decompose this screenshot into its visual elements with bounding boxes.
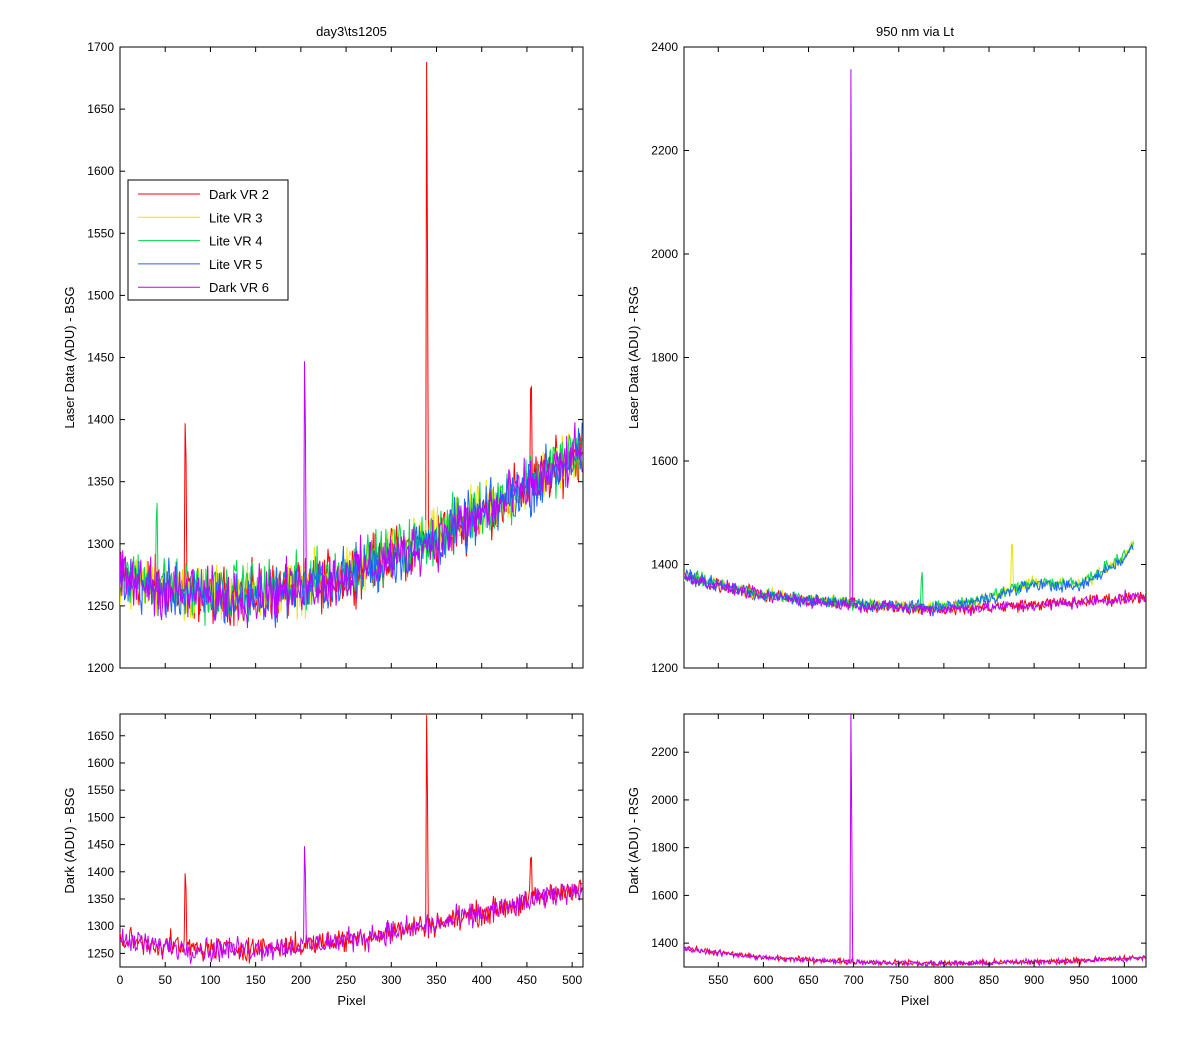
x-tick-label: 100 <box>200 973 220 987</box>
x-tick-label: 500 <box>562 973 582 987</box>
x-tick-label: 200 <box>291 973 311 987</box>
series-line <box>120 361 583 629</box>
y-tick-label: 1300 <box>87 919 114 933</box>
y-tick-label: 1800 <box>651 351 678 365</box>
y-tick-label: 1600 <box>651 888 678 902</box>
legend-entry: Dark VR 6 <box>209 280 269 295</box>
x-tick-label: 350 <box>426 973 446 987</box>
y-axis-label: Laser Data (ADU) - BSG <box>62 286 77 428</box>
x-tick-label: 400 <box>472 973 492 987</box>
chart-top-left: 1200 1250 1300 1350 1400 1450 1500 1550 1600 1650… <box>62 24 584 675</box>
y-tick-label: 1200 <box>87 661 114 675</box>
plot-area <box>119 713 584 968</box>
x-tick-label: 1000 <box>1111 973 1138 987</box>
y-axis-label: Dark (ADU) - BSG <box>62 787 77 893</box>
y-tick-label: 1600 <box>87 164 114 178</box>
chart-title: 950 nm via Lt <box>876 24 954 39</box>
x-tick-label: 600 <box>753 973 773 987</box>
y-axis-label: Laser Data (ADU) - RSG <box>626 286 641 429</box>
chart-top-right: 1200 1400 1600 1800 2000 2200 2400 950 nm via L… <box>626 24 1147 675</box>
y-tick-label: 1350 <box>87 475 114 489</box>
y-tick-label: 1700 <box>87 40 114 54</box>
y-tick-label: 1400 <box>87 413 114 427</box>
y-tick-label: 1800 <box>651 841 678 855</box>
series-line <box>684 714 1146 967</box>
y-tick-label: 1400 <box>651 936 678 950</box>
legend-box <box>127 179 289 301</box>
plot-area <box>683 713 1147 968</box>
y-tick-label: 2400 <box>651 40 678 54</box>
y-tick-label: 1500 <box>87 288 114 302</box>
x-tick-label: 0 <box>117 973 124 987</box>
y-tick-label: 1600 <box>87 756 114 770</box>
y-tick-label: 1250 <box>87 599 114 613</box>
y-tick-label: 1400 <box>651 558 678 572</box>
series-line <box>120 715 583 964</box>
y-tick-label: 1550 <box>87 783 114 797</box>
y-tick-label: 2000 <box>651 793 678 807</box>
x-tick-label: 50 <box>159 973 173 987</box>
y-tick-label: 1200 <box>651 661 678 675</box>
x-tick-label: 150 <box>246 973 266 987</box>
x-tick-label: 850 <box>979 973 999 987</box>
y-tick-label: 2200 <box>651 745 678 759</box>
y-tick-label: 1650 <box>87 102 114 116</box>
y-tick-label: 1250 <box>87 946 114 960</box>
x-tick-label: 800 <box>934 973 954 987</box>
y-tick-label: 2200 <box>651 144 678 158</box>
x-tick-label: 650 <box>799 973 819 987</box>
x-tick-label: 700 <box>844 973 864 987</box>
y-tick-label: 1450 <box>87 351 114 365</box>
legend-entry: Lite VR 5 <box>209 257 262 272</box>
chart-bottom-left: 1250 1300 1350 1400 1450 1500 1550 1600 1650 0 50 1… <box>62 713 584 1008</box>
y-tick-label: 1600 <box>651 454 678 468</box>
x-axis-label: Pixel <box>337 993 365 1008</box>
x-axis-label: Pixel <box>901 993 929 1008</box>
x-tick-label: 250 <box>336 973 356 987</box>
chart-bottom-right: 1400 1600 1800 2000 2200 550 600 650 700 750 800 85… <box>626 713 1147 1008</box>
y-tick-label: 1450 <box>87 838 114 852</box>
x-tick-label: 300 <box>381 973 401 987</box>
y-tick-label: 1550 <box>87 226 114 240</box>
y-tick-label: 1300 <box>87 537 114 551</box>
y-tick-label: 1650 <box>87 729 114 743</box>
y-tick-label: 1500 <box>87 810 114 824</box>
y-tick-label: 1350 <box>87 892 114 906</box>
x-tick-label: 450 <box>517 973 537 987</box>
chart-title: day3\ts1205 <box>316 24 387 39</box>
y-tick-label: 2000 <box>651 247 678 261</box>
legend-entry: Lite VR 4 <box>209 234 262 249</box>
y-axis-label: Dark (ADU) - RSG <box>626 787 641 894</box>
x-tick-label: 950 <box>1069 973 1089 987</box>
series-line <box>684 69 1146 617</box>
plot-area <box>683 46 1147 669</box>
series-line <box>120 846 583 964</box>
x-tick-label: 550 <box>708 973 728 987</box>
legend-entry: Dark VR 2 <box>209 187 269 202</box>
x-tick-label: 900 <box>1024 973 1044 987</box>
y-tick-label: 1400 <box>87 865 114 879</box>
series-line <box>120 422 583 628</box>
legend: Dark VR 2 Lite VR 3 Lite VR 4 Lite VR 5 Dark… <box>127 179 289 301</box>
x-tick-label: 750 <box>889 973 909 987</box>
legend-entry: Lite VR 3 <box>209 210 262 225</box>
